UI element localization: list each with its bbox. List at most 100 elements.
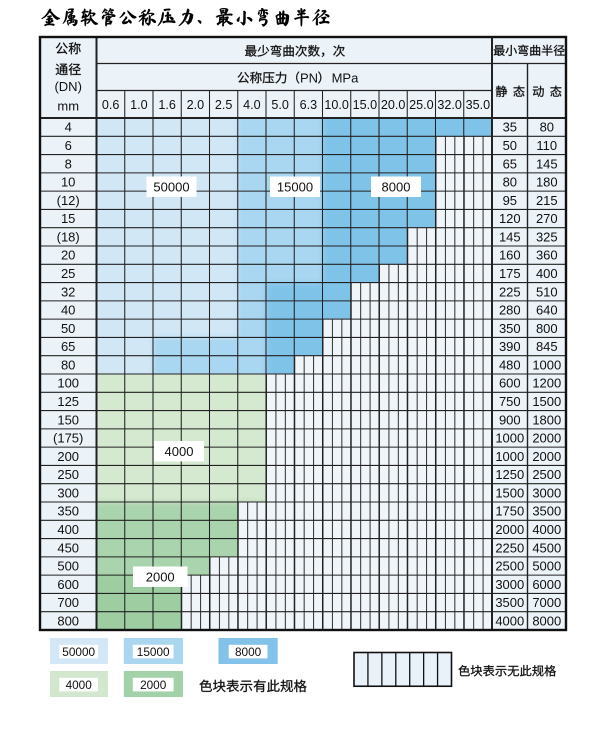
svg-text:PN: PN	[300, 70, 318, 85]
svg-text:160: 160	[499, 248, 521, 263]
svg-text:175: 175	[499, 266, 521, 281]
svg-text:2.0: 2.0	[187, 98, 205, 112]
svg-text:65: 65	[503, 156, 517, 171]
svg-text:(18): (18)	[57, 230, 80, 245]
svg-text:4000: 4000	[165, 444, 194, 459]
svg-text:4.0: 4.0	[243, 98, 261, 112]
svg-text:10.0: 10.0	[324, 98, 349, 112]
svg-text:280: 280	[499, 303, 521, 318]
svg-text:4000: 4000	[66, 678, 93, 692]
svg-text:150: 150	[57, 412, 79, 427]
svg-text:145: 145	[536, 156, 558, 171]
svg-text:600: 600	[57, 577, 79, 592]
svg-text:20: 20	[61, 248, 75, 263]
svg-text:5.0: 5.0	[271, 98, 289, 112]
svg-text:15000: 15000	[137, 645, 170, 659]
svg-text:1500: 1500	[495, 486, 524, 501]
svg-text:2000: 2000	[140, 678, 167, 692]
svg-text:8000: 8000	[235, 645, 262, 659]
svg-text:2500: 2500	[532, 467, 561, 482]
svg-text:40: 40	[61, 303, 75, 318]
svg-text:25: 25	[61, 266, 75, 281]
svg-text:1.6: 1.6	[158, 98, 176, 112]
svg-text:6.3: 6.3	[300, 98, 318, 112]
svg-text:510: 510	[536, 284, 558, 299]
svg-text:145: 145	[499, 230, 521, 245]
svg-text:1500: 1500	[532, 394, 561, 409]
svg-text:65: 65	[61, 339, 75, 354]
svg-text:300: 300	[57, 486, 79, 501]
svg-text:250: 250	[57, 467, 79, 482]
svg-text:50: 50	[503, 138, 517, 153]
svg-text:390: 390	[499, 339, 521, 354]
svg-text:3000: 3000	[495, 577, 524, 592]
svg-text:50000: 50000	[62, 645, 95, 659]
svg-text:900: 900	[499, 412, 521, 427]
svg-text:120: 120	[499, 211, 521, 226]
svg-text:480: 480	[499, 358, 521, 373]
svg-text:3500: 3500	[495, 595, 524, 610]
svg-text:15: 15	[61, 211, 75, 226]
svg-text:5000: 5000	[532, 559, 561, 574]
svg-text:8000: 8000	[382, 179, 411, 194]
svg-text:8: 8	[65, 156, 72, 171]
svg-text:32.0: 32.0	[437, 98, 462, 112]
svg-text:50: 50	[61, 321, 75, 336]
svg-text:15000: 15000	[277, 179, 313, 194]
svg-text:2000: 2000	[495, 522, 524, 537]
svg-text:350: 350	[57, 504, 79, 519]
svg-text:10: 10	[61, 175, 75, 190]
svg-text:25.0: 25.0	[409, 98, 434, 112]
svg-text:1250: 1250	[495, 467, 524, 482]
svg-text:8000: 8000	[532, 614, 561, 629]
svg-text:845: 845	[536, 339, 558, 354]
svg-text:6: 6	[65, 138, 72, 153]
svg-text:2000: 2000	[532, 431, 561, 446]
svg-text:125: 125	[57, 394, 79, 409]
svg-text:400: 400	[536, 266, 558, 281]
svg-text:225: 225	[499, 284, 521, 299]
svg-text:800: 800	[57, 614, 79, 629]
svg-text:2500: 2500	[495, 559, 524, 574]
svg-text:2000: 2000	[532, 449, 561, 464]
svg-text:400: 400	[57, 522, 79, 537]
svg-text:32: 32	[61, 284, 75, 299]
svg-text:270: 270	[536, 211, 558, 226]
svg-text:325: 325	[536, 230, 558, 245]
svg-text:80: 80	[540, 120, 554, 135]
svg-text:0.6: 0.6	[102, 98, 120, 112]
svg-text:(175): (175)	[53, 431, 83, 446]
svg-text:800: 800	[536, 321, 558, 336]
svg-text:20.0: 20.0	[381, 98, 406, 112]
svg-text:80: 80	[61, 358, 75, 373]
svg-text:1000: 1000	[495, 449, 524, 464]
svg-text:80: 80	[503, 175, 517, 190]
svg-text:7000: 7000	[532, 595, 561, 610]
svg-text:1000: 1000	[532, 358, 561, 373]
svg-text:35: 35	[503, 120, 517, 135]
svg-text:1000: 1000	[495, 431, 524, 446]
svg-text:4: 4	[65, 120, 72, 135]
svg-text:110: 110	[536, 138, 557, 153]
svg-text:4000: 4000	[495, 614, 524, 629]
svg-text:600: 600	[499, 376, 521, 391]
svg-text:(12): (12)	[57, 193, 80, 208]
svg-text:100: 100	[57, 376, 79, 391]
svg-text:640: 640	[536, 303, 558, 318]
svg-text:2250: 2250	[495, 540, 524, 555]
svg-text:500: 500	[57, 559, 79, 574]
svg-text:180: 180	[536, 175, 558, 190]
svg-text:2.5: 2.5	[215, 98, 233, 112]
svg-text:4000: 4000	[532, 522, 561, 537]
svg-text:350: 350	[499, 321, 521, 336]
svg-text:3000: 3000	[532, 486, 561, 501]
svg-text:mm: mm	[57, 99, 79, 114]
svg-text:360: 360	[536, 248, 558, 263]
svg-text:MPa: MPa	[332, 70, 360, 85]
svg-text:450: 450	[57, 540, 79, 555]
svg-text:700: 700	[57, 595, 79, 610]
svg-text:215: 215	[536, 193, 558, 208]
svg-text:(DN): (DN)	[54, 79, 81, 94]
svg-text:2000: 2000	[146, 569, 175, 584]
svg-text:50000: 50000	[153, 179, 189, 194]
